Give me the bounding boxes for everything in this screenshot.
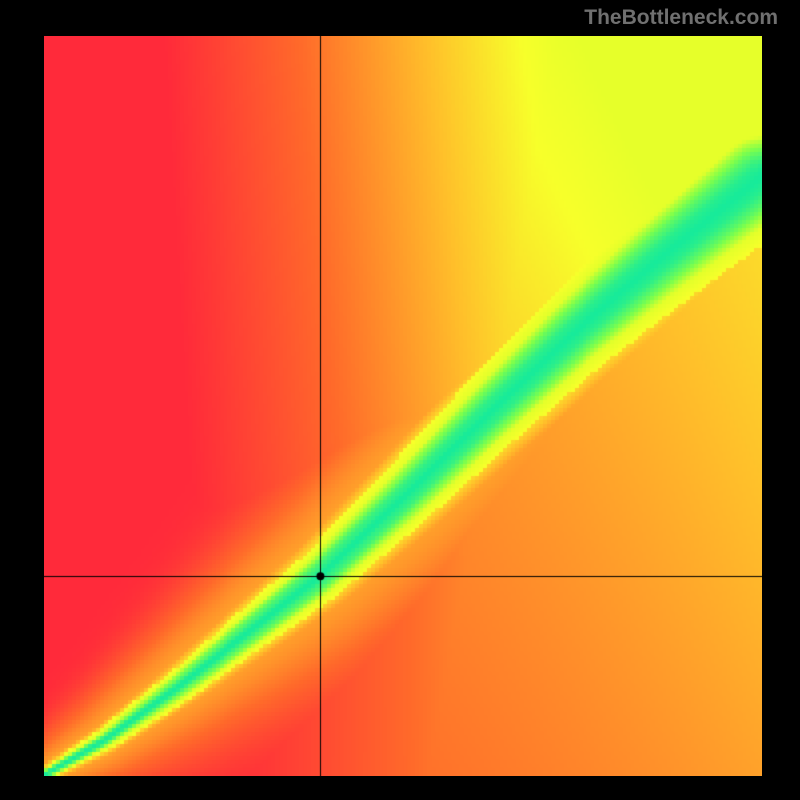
chart-root: TheBottleneck.com bbox=[0, 0, 800, 800]
watermark-brand: TheBottleneck.com bbox=[584, 6, 778, 30]
bottleneck-heatmap bbox=[44, 36, 762, 776]
